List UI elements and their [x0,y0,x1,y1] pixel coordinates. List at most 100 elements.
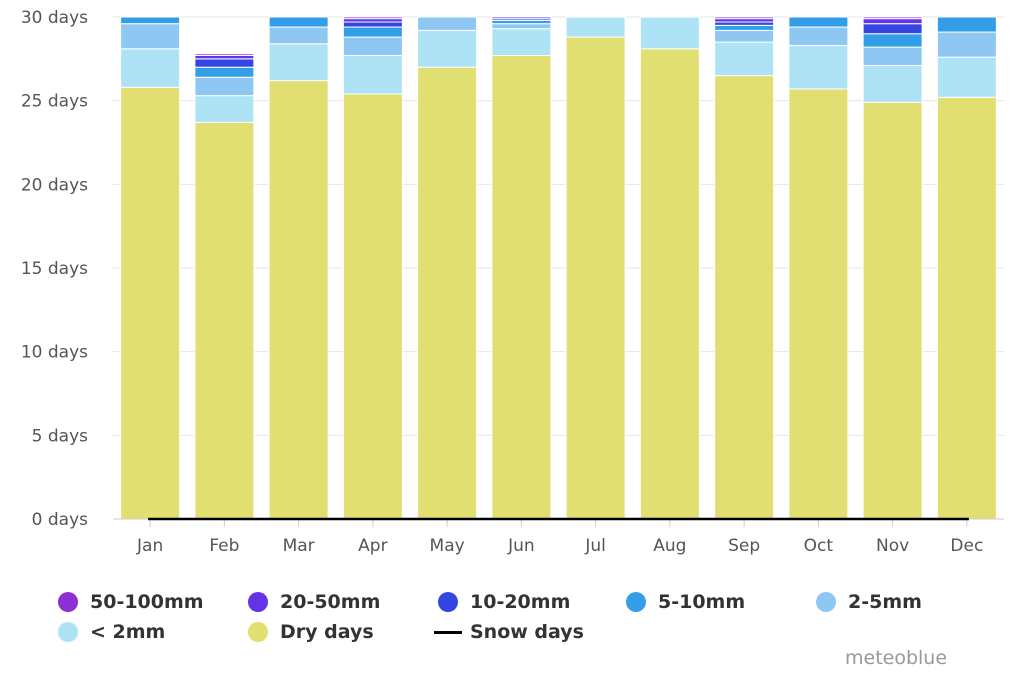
bar-2-5mm-jun [491,23,552,30]
bar-5-10mm-sep [714,24,775,31]
legend-label: 50-100mm [90,591,204,613]
y-tick-label: 15 days [21,259,88,279]
bar-10-20mm-sep [714,21,775,26]
bar-dry-days-aug [639,48,700,520]
bar-10-20mm-feb [194,58,255,68]
bar-50-100mm-apr [342,16,403,20]
bar-50-100mm-feb [194,53,255,56]
bar-stack-dec [936,16,997,520]
bar-2-5mm-may [417,16,478,31]
bar-dry-days-feb [194,121,255,520]
x-tick-label: Sep [728,536,760,556]
legend-item-2-5mm[interactable]: 2-5mm [816,588,922,616]
bar-20-50mm-sep [714,18,775,23]
gridlines [113,16,1004,436]
legend-swatch-lt-2mm [58,622,78,642]
bar-stack-nov [862,16,923,520]
bar-2-5mm-apr [342,36,403,56]
bar-2-5mm-mar [268,26,329,45]
bar-10-20mm-nov [862,23,923,35]
bar-dry-days-may [417,66,478,520]
legend-label: 2-5mm [848,591,922,613]
legend-label: 5-10mm [658,591,746,613]
bar-5-10mm-mar [268,16,329,28]
bar-dry-days-dec [936,96,997,520]
rain-days-chart: 0 days 5 days 10 days 15 days 20 days 25 days… [21,8,1004,556]
y-tick-label: 20 days [21,175,88,195]
bar-20-50mm-nov [862,18,923,25]
bar-2-5mm-sep [714,29,775,43]
legend-swatch-dry-days [248,622,268,642]
legend-item-snow-days[interactable]: Snow days [434,618,584,646]
bar-stack-jul [565,16,626,520]
bar--2mm-sep [714,41,775,77]
y-tick-label: 0 days [32,510,88,530]
bar-stack-sep [714,16,775,520]
bar-dry-days-jul [565,36,626,520]
x-tick-label: Oct [804,536,834,556]
x-tick-label: May [430,536,465,556]
y-axis: 0 days 5 days 10 days 15 days 20 days 25 days… [21,8,88,530]
bar-dry-days-mar [268,80,329,520]
x-tick-label: Nov [876,536,909,556]
bar-5-10mm-apr [342,26,403,38]
bar-2-5mm-jan [120,23,181,50]
bar-stack-jan [120,16,181,520]
bar-2-5mm-oct [788,26,849,46]
x-tick-label: Dec [950,536,983,556]
bar--2mm-dec [936,56,997,98]
bar-dry-days-apr [342,93,403,520]
legend-item-5-10mm[interactable]: 5-10mm [626,588,745,616]
bar-dry-days-jan [120,86,181,520]
legend-label: 10-20mm [470,591,571,613]
legend-item-50-100mm[interactable]: 50-100mm [58,588,204,616]
bar--2mm-nov [862,65,923,103]
legend-item-20-50mm[interactable]: 20-50mm [248,588,380,616]
bar-20-50mm-feb [194,54,255,60]
bar-2-5mm-feb [194,76,255,97]
legend-line-snow-days [434,630,462,634]
bar-stack-aug [639,16,700,520]
bar-5-10mm-dec [936,16,997,33]
bar--2mm-jun [491,28,552,56]
bar--2mm-oct [788,44,849,90]
legend-item-10-20mm[interactable]: 10-20mm [438,588,570,616]
y-tick-label: 30 days [21,8,88,28]
bar-dry-days-oct [788,88,849,520]
x-tick-label: Feb [209,536,239,556]
legend-item-lt-2mm[interactable]: < 2mm [58,618,165,646]
legend-row-2: < 2mm Dry days Snow days [58,618,958,648]
bar-5-10mm-nov [862,33,923,48]
legend-label: Snow days [470,621,584,643]
bar-2-5mm-nov [862,46,923,67]
legend-label: Dry days [280,621,374,643]
x-tick-label: Mar [283,536,315,556]
bar-5-10mm-jan [120,16,181,25]
bar-20-50mm-apr [342,18,403,23]
bar-stack-jun [491,16,552,520]
bar--2mm-apr [342,54,403,95]
x-tick-label: Aug [653,536,686,556]
bar-stack-apr [342,16,403,520]
bar--2mm-feb [194,95,255,123]
bar--2mm-jan [120,48,181,88]
bar-20-50mm-jun [491,16,552,20]
bars [120,16,997,520]
x-tick-label: Jul [584,536,606,556]
bar--2mm-aug [639,16,700,50]
bar-dry-days-nov [862,101,923,520]
bar-2-5mm-dec [936,31,997,58]
legend-label: < 2mm [90,621,166,643]
bar-50-100mm-sep [714,16,775,20]
legend-swatch-2-5mm [816,592,836,612]
x-axis: Jan Feb Mar Apr May Jun Jul Aug Sep Oct Nov Dec [113,518,1004,556]
bar--2mm-mar [268,43,329,82]
legend: 50-100mm 20-50mm 10-20mm 5-10mm 2-5mm < … [58,588,958,648]
legend-swatch-20-50mm [248,592,268,612]
bar-dry-days-sep [714,75,775,520]
y-tick-label: 5 days [32,426,88,446]
x-tick-label: Jun [507,536,535,556]
x-tick-label: Jan [136,536,163,556]
legend-item-dry-days[interactable]: Dry days [248,618,374,646]
bar-stack-feb [194,53,255,520]
